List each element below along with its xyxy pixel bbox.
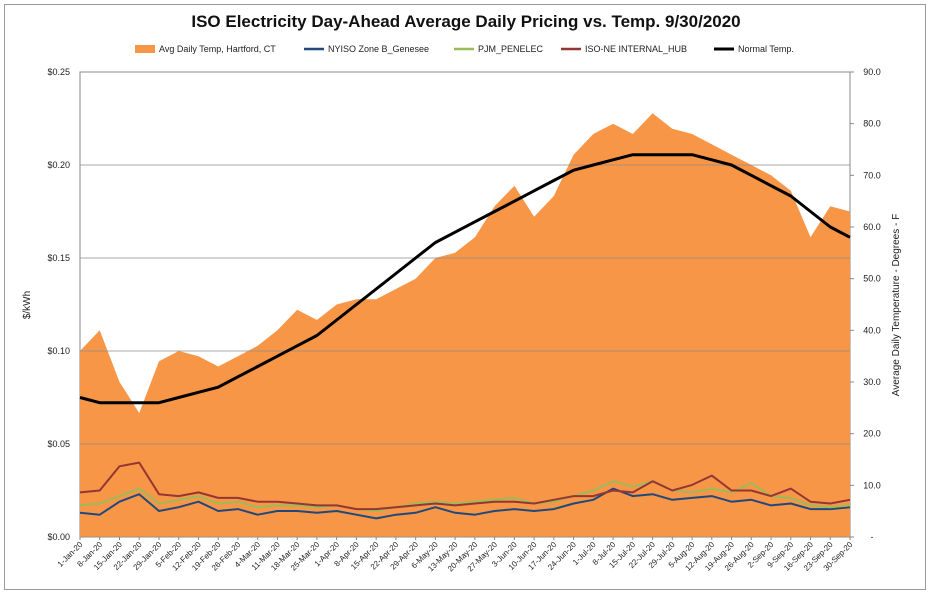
legend-label: NYISO Zone B_Genesee	[328, 44, 429, 54]
legend-swatch	[135, 45, 155, 53]
right-tick-label: 60.0	[863, 222, 881, 232]
right-tick-label: -	[871, 532, 874, 542]
legend-label: PJM_PENELEC	[478, 44, 544, 54]
y-axis-label-right: Average Daily Temperature - Degrees - F	[891, 214, 902, 397]
left-tick-label: $0.25	[47, 67, 70, 77]
x-axis: 1-Jan-208-Jan-2015-Jan-2022-Jan-2029-Jan…	[56, 537, 855, 573]
right-tick-label: 80.0	[863, 119, 881, 129]
left-tick-label: $0.00	[47, 532, 70, 542]
plot-area	[79, 71, 851, 538]
legend: Avg Daily Temp, Hartford, CT NYISO Zone B…	[135, 44, 794, 54]
series-line-1	[79, 487, 851, 520]
legend-label: Normal Temp.	[738, 44, 794, 54]
series-line-2	[79, 480, 851, 512]
left-tick-label: $0.10	[47, 346, 70, 356]
right-tick-label: 30.0	[863, 377, 881, 387]
left-tick-label: $0.05	[47, 439, 70, 449]
y-axis-label-left: $/kWh	[22, 291, 33, 319]
chart-title: ISO Electricity Day-Ahead Average Daily …	[191, 12, 741, 31]
right-axis: - 10.0 20.0 30.0 40.0 50.0 60.0 70.0 80.0 90.0	[850, 67, 881, 542]
right-tick-label: 20.0	[863, 429, 881, 439]
series-line-4	[79, 153, 851, 405]
right-tick-label: 10.0	[863, 480, 881, 490]
legend-label: Avg Daily Temp, Hartford, CT	[159, 44, 276, 54]
right-tick-label: 40.0	[863, 325, 881, 335]
right-tick-label: 50.0	[863, 274, 881, 284]
series-line-3	[79, 461, 851, 511]
left-axis: $0.00 $0.05 $0.10 $0.15 $0.20 $0.25	[47, 67, 70, 542]
series-area-0	[80, 113, 850, 538]
right-tick-label: 70.0	[863, 170, 881, 180]
left-tick-label: $0.15	[47, 253, 70, 263]
left-tick-label: $0.20	[47, 160, 70, 170]
right-tick-label: 90.0	[863, 67, 881, 77]
legend-label: ISO-NE INTERNAL_HUB	[585, 44, 687, 54]
